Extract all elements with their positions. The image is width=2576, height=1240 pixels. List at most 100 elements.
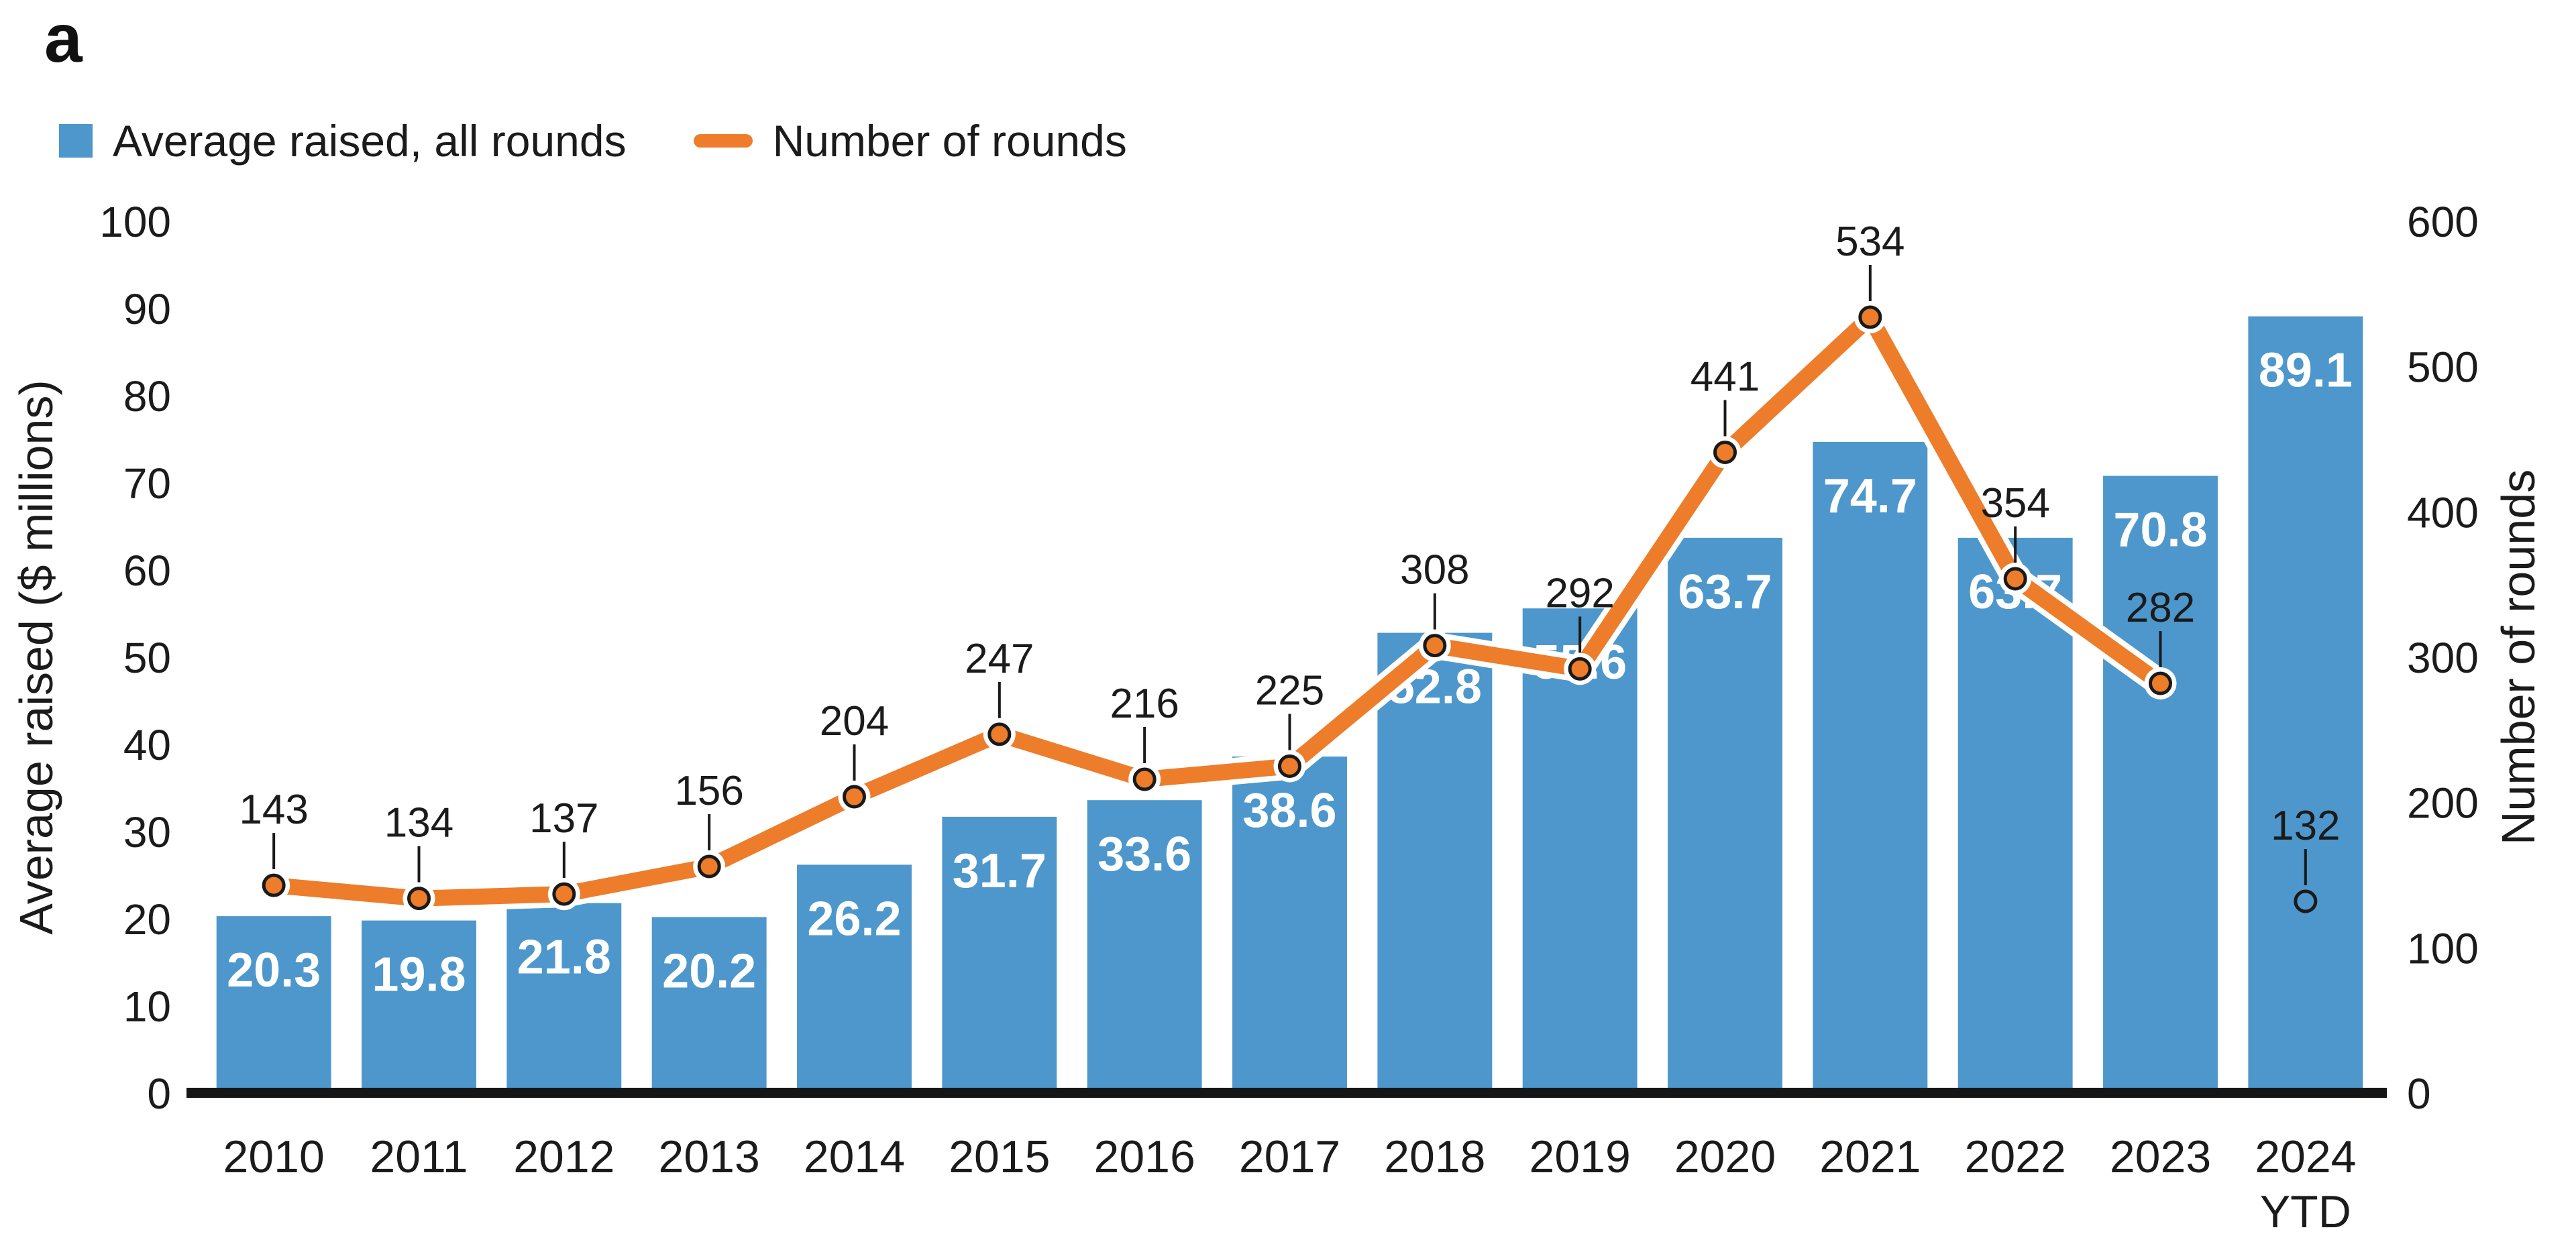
left-axis-tick-label: 50 xyxy=(123,634,171,682)
right-axis-title: Number of rounds xyxy=(2492,469,2544,845)
bar-2020 xyxy=(1668,537,1782,1093)
rounds-marker xyxy=(843,785,866,809)
x-axis-label: 2016 xyxy=(1094,1131,1195,1182)
rounds-value-label: 441 xyxy=(1690,354,1760,400)
left-axis-tick-label: 70 xyxy=(123,459,171,508)
bar-value-label: 33.6 xyxy=(1097,828,1191,881)
rounds-value-label: 292 xyxy=(1545,570,1614,616)
rounds-marker xyxy=(1278,754,1301,778)
left-axis-tick-label: 90 xyxy=(123,285,171,333)
bar-2021 xyxy=(1813,441,1928,1093)
x-axis-label: 2024 YTD xyxy=(2255,1131,2356,1237)
rounds-marker xyxy=(1713,441,1737,464)
rounds-marker xyxy=(1132,767,1157,791)
x-axis-label: 2015 xyxy=(949,1131,1050,1182)
bar-2024 xyxy=(2248,316,2363,1094)
rounds-value-label: 132 xyxy=(2271,803,2340,849)
rounds-marker xyxy=(2149,671,2172,695)
bar-value-label: 38.6 xyxy=(1242,784,1336,838)
left-axis-tick-label: 60 xyxy=(123,547,171,595)
bar-2013 xyxy=(651,917,767,1093)
rounds-marker xyxy=(552,882,576,906)
rounds-marker xyxy=(987,722,1012,746)
legend-line-label: Number of rounds xyxy=(772,116,1127,166)
rounds-value-label: 225 xyxy=(1255,668,1324,714)
left-axis-tick-label: 40 xyxy=(123,721,171,769)
left-axis-tick-label: 0 xyxy=(147,1070,171,1118)
bar-2022 xyxy=(1957,537,2073,1093)
legend-line-swatch-icon xyxy=(693,134,753,148)
bar-2014 xyxy=(797,864,912,1093)
rounds-value-label: 216 xyxy=(1110,681,1179,727)
rounds-value-label: 247 xyxy=(965,636,1034,682)
right-axis-tick-label: 0 xyxy=(2407,1070,2431,1118)
rounds-marker xyxy=(407,887,431,911)
rounds-value-label: 156 xyxy=(674,768,743,814)
x-axis-label: 2013 xyxy=(659,1131,760,1182)
bar-2010 xyxy=(216,916,331,1093)
bar-value-label: 19.8 xyxy=(372,948,466,1002)
bar-2023 xyxy=(2103,475,2218,1093)
bar-value-label: 70.8 xyxy=(2113,504,2207,557)
left-axis-tick-label: 20 xyxy=(123,895,171,944)
bar-value-label: 89.1 xyxy=(2259,344,2353,398)
bar-2016 xyxy=(1087,800,1202,1093)
right-axis-tick-label: 100 xyxy=(2407,924,2479,972)
rounds-marker xyxy=(1568,657,1592,681)
rounds-marker xyxy=(2003,567,2027,591)
rounds-value-label: 204 xyxy=(820,698,889,744)
rounds-value-label: 134 xyxy=(384,800,453,846)
bar-value-label: 63.7 xyxy=(1678,565,1772,619)
panel-label: a xyxy=(44,0,83,76)
rounds-value-label: 534 xyxy=(1835,219,1904,265)
x-axis-label: 2023 xyxy=(2110,1131,2211,1182)
x-axis-label: 2019 xyxy=(1529,1131,1631,1182)
bar-2018 xyxy=(1377,632,1493,1093)
right-axis-tick-label: 200 xyxy=(2407,779,2479,828)
rounds-line xyxy=(266,309,2169,907)
x-axis-label: 2021 xyxy=(1819,1131,1921,1182)
x-axis-label: 2017 xyxy=(1239,1131,1340,1182)
rounds-marker xyxy=(1423,634,1447,658)
right-axis-tick-label: 500 xyxy=(2407,343,2479,392)
legend-bar-label: Average raised, all rounds xyxy=(113,116,627,166)
x-axis-label: 2020 xyxy=(1674,1131,1776,1182)
left-axis-tick-label: 80 xyxy=(123,372,171,420)
x-axis-label: 2010 xyxy=(223,1131,325,1182)
x-axis-line xyxy=(186,1088,2387,1098)
bar-value-label: 26.2 xyxy=(807,892,901,946)
left-axis-tick-label: 30 xyxy=(123,808,171,856)
bar-value-label: 31.7 xyxy=(953,844,1046,898)
right-axis-tick-label: 600 xyxy=(2407,198,2479,246)
rounds-value-label: 308 xyxy=(1400,547,1469,594)
x-axis-label: 2022 xyxy=(1965,1131,2066,1182)
bar-value-label: 74.7 xyxy=(1823,469,1917,523)
bar-value-label: 21.8 xyxy=(517,931,611,984)
bar-2015 xyxy=(942,816,1057,1093)
x-axis-label: 2011 xyxy=(370,1131,468,1182)
rounds-marker xyxy=(1858,305,1882,329)
bar-2012 xyxy=(506,903,622,1093)
rounds-marker xyxy=(697,854,721,879)
rounds-value-label: 282 xyxy=(2126,585,2195,631)
right-axis-tick-label: 400 xyxy=(2407,488,2479,537)
bar-2017 xyxy=(1232,756,1347,1093)
bar-2019 xyxy=(1522,608,1638,1093)
rounds-value-label: 143 xyxy=(239,787,308,833)
x-axis-label: 2012 xyxy=(513,1131,614,1182)
bar-2011 xyxy=(362,920,476,1093)
rounds-value-label: 354 xyxy=(1980,480,2049,526)
legend: Average raised, all rounds Number of rou… xyxy=(59,115,1127,166)
left-axis-tick-label: 10 xyxy=(123,982,171,1031)
left-axis-title: Average raised ($ millions) xyxy=(10,380,62,934)
right-axis-tick-label: 300 xyxy=(2407,634,2479,682)
legend-bar-swatch-icon xyxy=(59,124,93,158)
rounds-marker xyxy=(262,873,286,897)
x-axis-label: 2014 xyxy=(804,1131,905,1182)
left-axis-tick-label: 100 xyxy=(99,198,171,246)
bar-value-label: 20.3 xyxy=(227,944,321,997)
x-axis-label: 2018 xyxy=(1384,1131,1485,1182)
rounds-value-label: 137 xyxy=(529,795,598,842)
